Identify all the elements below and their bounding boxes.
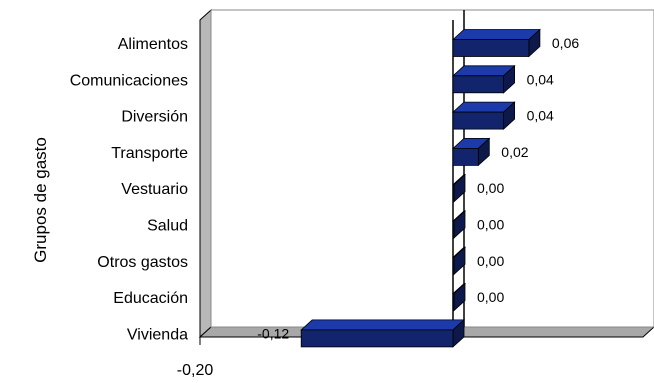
data-label: 0,06: [552, 35, 579, 51]
value-labels: 0,06 0,04 0,04 0,02 0,00 0,00 0,00 0,00 -0,12: [257, 35, 579, 341]
bar-front-face: [452, 147, 479, 166]
y-axis-title: Grupos de gasto: [31, 137, 50, 263]
bar-alimentos: [451, 28, 541, 58]
plot-back-wall: [210, 9, 654, 328]
x-tick-label-min: -0,20: [177, 362, 214, 379]
category-label: Comunicaciones: [70, 72, 188, 89]
bar-front-face: [452, 256, 455, 275]
data-label: 0,00: [477, 180, 504, 196]
bar-vestuario: [451, 173, 467, 203]
category-labels: Alimentos Comunicaciones Diversión Transpor…: [70, 36, 188, 343]
category-label: Diversión: [121, 109, 188, 126]
data-label: 0,00: [477, 289, 504, 305]
bar-top-face: [300, 319, 466, 331]
bar-transporte: [451, 137, 491, 167]
bar-front-face: [452, 184, 455, 203]
category-label: Salud: [147, 218, 188, 235]
bar-otros-gastos: [451, 246, 467, 276]
data-label: 0,02: [501, 144, 528, 160]
category-label: Alimentos: [118, 36, 188, 53]
bar-top-face: [451, 29, 541, 40]
bar-front-face: [452, 293, 455, 312]
bar-front-face: [452, 220, 455, 239]
data-label: 0,04: [527, 108, 554, 124]
bar-front-face: [300, 329, 454, 348]
category-label: Educación: [113, 290, 188, 307]
data-label: 0,00: [477, 253, 504, 269]
bar-salud: [451, 210, 467, 239]
category-label: Otros gastos: [97, 254, 188, 271]
data-label: -0,12: [257, 325, 289, 341]
bar-front-face: [452, 75, 504, 94]
bar-vivienda: [300, 318, 466, 348]
bar-front-face: [452, 111, 504, 130]
bar-comunicaciones: [451, 64, 516, 94]
bars-group: [300, 28, 541, 348]
data-label: 0,00: [477, 217, 504, 233]
chart-side-wall: [199, 8, 212, 339]
category-label: Transporte: [111, 145, 188, 162]
category-label: Vivienda: [127, 326, 188, 343]
bar-front-face: [452, 39, 530, 57]
bar-educación: [451, 282, 467, 312]
data-label: 0,04: [527, 71, 554, 87]
bar-diversión: [451, 101, 516, 131]
category-label: Vestuario: [121, 181, 188, 198]
